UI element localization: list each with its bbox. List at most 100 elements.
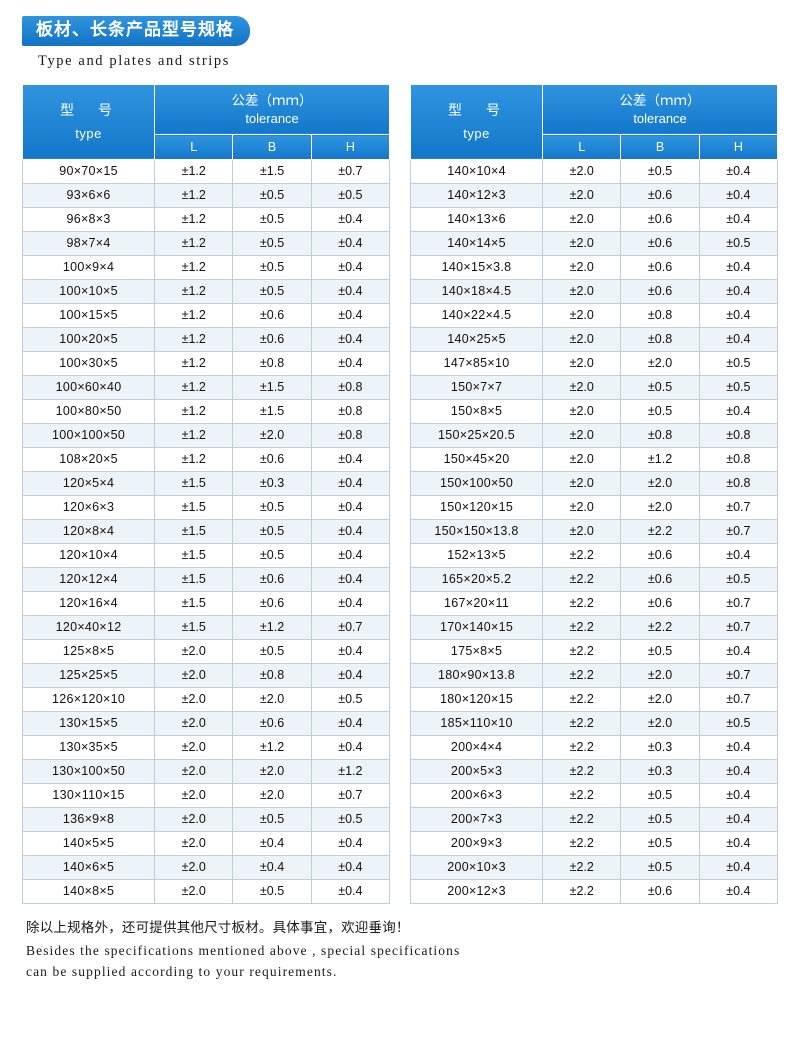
cell-h: ±0.4 [698,807,779,833]
cell-l: ±2.0 [542,183,622,209]
cell-b: ±0.6 [620,231,700,257]
cell-h: ±0.8 [310,423,391,449]
cell-b: ±0.6 [620,543,700,569]
cell-b: ±0.5 [232,231,312,257]
table-row: 200×5×3 ±2.2 ±0.3 ±0.4 [409,759,779,785]
cell-l: ±1.2 [154,375,234,401]
cell-b: ±0.5 [232,639,312,665]
cell-model: 130×35×5 [21,735,156,761]
cell-model: 100×20×5 [21,327,156,353]
cell-h: ±0.8 [310,375,391,401]
page-title: 板材、长条产品型号规格 Type and plates and strips [22,16,778,70]
cell-b: ±0.5 [620,375,700,401]
table-row: 150×7×7 ±2.0 ±0.5 ±0.5 [409,375,779,401]
cell-model: 150×150×13.8 [409,519,544,545]
table-row: 167×20×11 ±2.2 ±0.6 ±0.7 [409,591,779,617]
cell-l: ±1.5 [154,591,234,617]
cell-h: ±0.5 [310,183,391,209]
cell-h: ±0.4 [698,279,779,305]
cell-h: ±0.4 [310,255,391,281]
cell-l: ±2.2 [542,783,622,809]
cell-h: ±0.4 [310,855,391,881]
right-table-wrapper: 型 号 type 公差（ｍｍ） tolerance L B H 1 [409,83,779,905]
cell-b: ±0.8 [620,303,700,329]
cell-l: ±2.0 [542,519,622,545]
cell-b: ±0.5 [620,831,700,857]
cell-model: 175×8×5 [409,639,544,665]
cell-h: ±0.8 [698,423,779,449]
cell-b: ±0.5 [620,399,700,425]
header-h: H [310,134,391,161]
table-row: 140×22×4.5 ±2.0 ±0.8 ±0.4 [409,303,779,329]
cell-h: ±0.4 [698,759,779,785]
table-row: 185×110×10 ±2.2 ±2.0 ±0.5 [409,711,779,737]
cell-l: ±2.0 [154,711,234,737]
cell-l: ±2.0 [542,495,622,521]
table-row: 170×140×15 ±2.2 ±2.2 ±0.7 [409,615,779,641]
cell-model: 200×10×3 [409,855,544,881]
cell-model: 100×100×50 [21,423,156,449]
cell-h: ±0.7 [310,159,391,185]
cell-model: 120×6×3 [21,495,156,521]
cell-l: ±1.2 [154,183,234,209]
table-row: 120×5×4 ±1.5 ±0.3 ±0.4 [21,471,391,497]
cell-h: ±0.5 [698,711,779,737]
cell-l: ±2.2 [542,687,622,713]
cell-model: 150×25×20.5 [409,423,544,449]
cell-h: ±0.8 [698,471,779,497]
header-b: B [232,134,312,161]
header-type-cn: 型 号 [60,102,118,119]
table-row: 100×15×5 ±1.2 ±0.6 ±0.4 [21,303,391,329]
cell-h: ±0.5 [698,375,779,401]
cell-l: ±2.0 [542,351,622,377]
table-row: 140×18×4.5 ±2.0 ±0.6 ±0.4 [409,279,779,305]
cell-model: 100×80×50 [21,399,156,425]
cell-model: 100×10×5 [21,279,156,305]
cell-b: ±1.2 [232,735,312,761]
cell-b: ±2.0 [232,759,312,785]
cell-b: ±0.6 [232,711,312,737]
table-row: 98×7×4 ±1.2 ±0.5 ±0.4 [21,231,391,257]
cell-h: ±0.4 [310,471,391,497]
cell-h: ±0.4 [310,351,391,377]
header-tolerance-en: tolerance [633,111,687,127]
cell-l: ±2.0 [542,207,622,233]
table-row: 140×12×3 ±2.0 ±0.6 ±0.4 [409,183,779,209]
table-row: 200×9×3 ±2.2 ±0.5 ±0.4 [409,831,779,857]
cell-l: ±2.0 [542,327,622,353]
table-row: 125×25×5 ±2.0 ±0.8 ±0.4 [21,663,391,689]
cell-h: ±0.4 [698,303,779,329]
cell-h: ±0.7 [698,495,779,521]
cell-b: ±0.5 [232,543,312,569]
cell-h: ±0.4 [310,207,391,233]
spec-table-right: 型 号 type 公差（ｍｍ） tolerance L B H 1 [409,83,779,905]
table-row: 100×30×5 ±1.2 ±0.8 ±0.4 [21,351,391,377]
cell-h: ±0.7 [698,519,779,545]
cell-model: 152×13×5 [409,543,544,569]
cell-model: 130×100×50 [21,759,156,785]
table-row: 120×10×4 ±1.5 ±0.5 ±0.4 [21,543,391,569]
cell-l: ±1.2 [154,351,234,377]
cell-l: ±1.2 [154,303,234,329]
cell-h: ±0.4 [310,831,391,857]
cell-b: ±0.5 [232,495,312,521]
table-row: 130×15×5 ±2.0 ±0.6 ±0.4 [21,711,391,737]
cell-b: ±0.5 [232,519,312,545]
cell-h: ±0.8 [698,447,779,473]
table-row: 130×35×5 ±2.0 ±1.2 ±0.4 [21,735,391,761]
cell-h: ±0.4 [698,831,779,857]
table-row: 140×25×5 ±2.0 ±0.8 ±0.4 [409,327,779,353]
cell-l: ±2.2 [542,831,622,857]
cell-model: 140×14×5 [409,231,544,257]
cell-model: 180×90×13.8 [409,663,544,689]
cell-model: 170×140×15 [409,615,544,641]
table-row: 100×10×5 ±1.2 ±0.5 ±0.4 [21,279,391,305]
cell-b: ±0.6 [620,207,700,233]
header-tolerance-cn: 公差（ｍｍ） [619,92,701,108]
cell-l: ±2.0 [542,423,622,449]
cell-model: 165×20×5.2 [409,567,544,593]
cell-b: ±0.3 [620,735,700,761]
cell-model: 200×6×3 [409,783,544,809]
cell-b: ±0.5 [232,183,312,209]
cell-h: ±0.4 [698,159,779,185]
